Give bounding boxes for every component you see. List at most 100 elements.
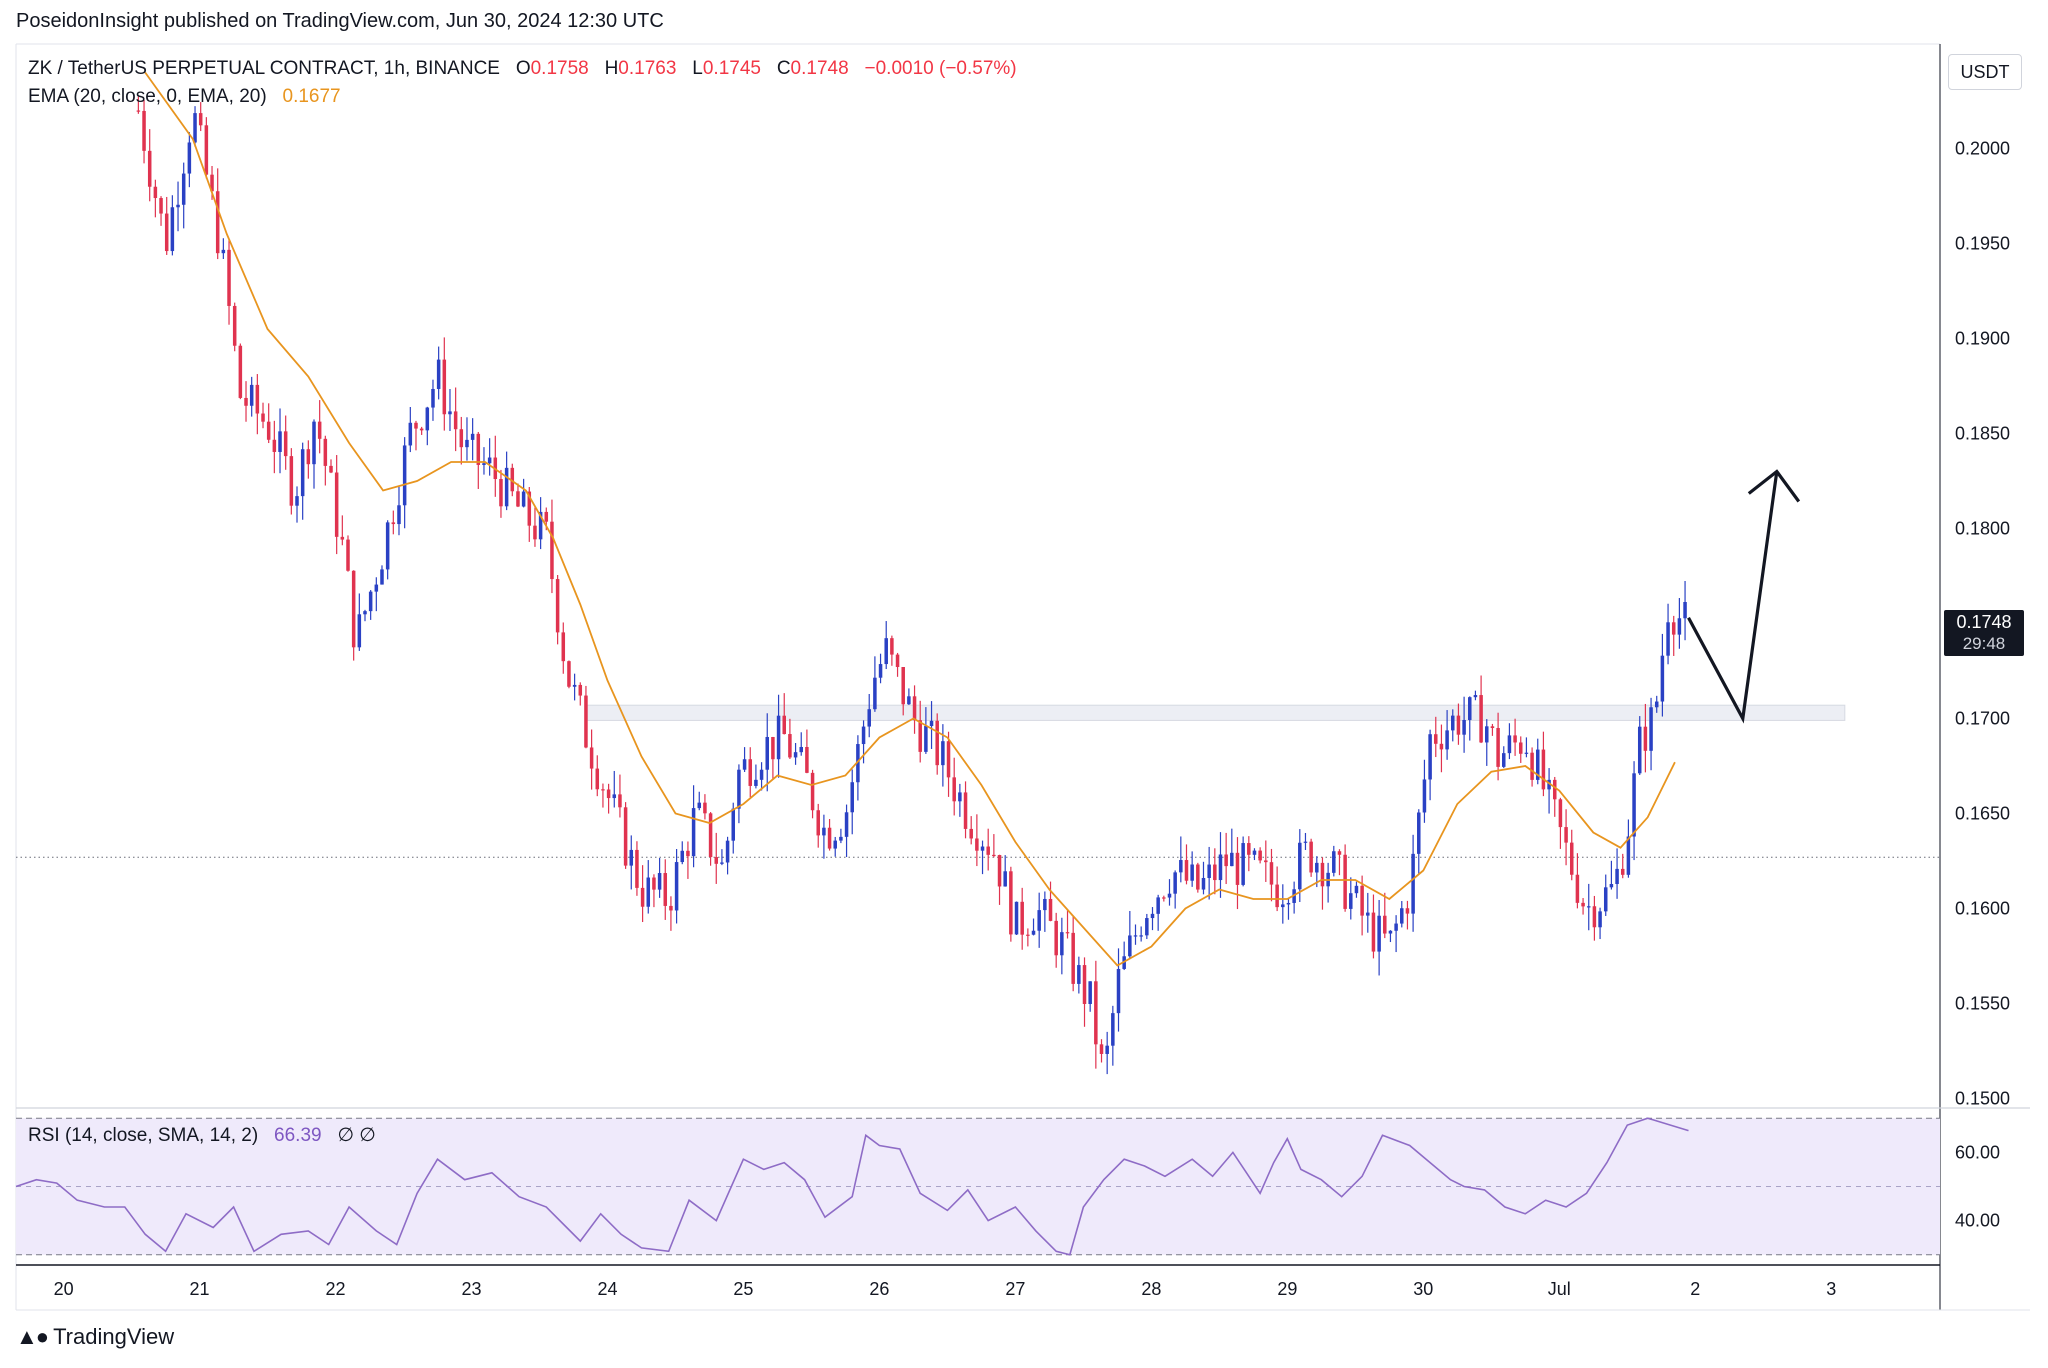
time-axis-label: 26 — [869, 1279, 889, 1299]
candle-body — [663, 873, 668, 906]
candle-body — [385, 522, 390, 570]
candle-body — [691, 808, 696, 857]
candle-body — [584, 695, 588, 748]
candle — [493, 435, 498, 497]
candle — [538, 497, 543, 550]
candle-body — [1201, 877, 1206, 890]
candle — [1071, 916, 1075, 992]
rsi-label[interactable]: RSI (14, close, SMA, 14, 2) — [28, 1125, 259, 1146]
candle-body — [1366, 912, 1370, 916]
candle-body — [1309, 841, 1313, 873]
candle-body — [720, 862, 724, 864]
candle-body — [907, 696, 911, 705]
candle — [1298, 829, 1302, 903]
symbol-name[interactable]: ZK / TetherUS PERPETUAL CONTRACT, 1h, BI… — [28, 58, 500, 79]
last-price-tag: 0.1748 29:48 — [1944, 610, 2024, 656]
candle — [170, 195, 175, 256]
candle-body — [159, 198, 163, 214]
candle — [1502, 746, 1506, 769]
candle — [1422, 759, 1427, 823]
price-axis-label: 0.1800 — [1955, 519, 2010, 539]
candle — [278, 408, 282, 474]
candle-body — [1518, 742, 1523, 754]
candle-body — [742, 759, 747, 770]
candle-body — [946, 741, 951, 778]
candle-body — [759, 769, 764, 780]
candle — [1230, 828, 1234, 867]
candle — [635, 841, 639, 896]
candle — [368, 590, 373, 620]
candle — [1417, 809, 1421, 876]
symbol-legend[interactable]: ZK / TetherUS PERPETUAL CONTRACT, 1h, BI… — [28, 58, 1017, 80]
candle — [969, 816, 973, 845]
candle-body — [1003, 871, 1007, 887]
candle — [1309, 838, 1313, 877]
candle — [663, 859, 668, 920]
currency-button[interactable]: USDT — [1948, 54, 2022, 90]
candle-body — [334, 472, 339, 537]
time-axis-label: 30 — [1413, 1279, 1433, 1299]
candle — [419, 426, 424, 435]
candle-body — [238, 345, 243, 398]
candle — [555, 575, 560, 645]
candle — [193, 106, 197, 147]
candle-body — [1451, 715, 1455, 731]
candle — [1586, 883, 1591, 931]
candle-body — [402, 445, 407, 506]
candle-body — [482, 463, 486, 465]
candle-body — [1547, 779, 1551, 790]
candle — [867, 694, 871, 738]
candle-body — [504, 467, 509, 507]
candle — [1383, 892, 1387, 939]
candle — [1088, 981, 1092, 1012]
candle — [1581, 898, 1585, 915]
ema-legend[interactable]: EMA (20, close, 0, EMA, 20) 0.1677 — [28, 86, 341, 108]
candle-body — [1303, 841, 1308, 843]
candle-body — [170, 207, 175, 252]
candle — [504, 451, 509, 511]
candle — [436, 346, 441, 400]
candle-body — [912, 696, 917, 721]
candle-body — [544, 511, 549, 522]
candle — [391, 510, 396, 535]
candle-body — [1020, 901, 1024, 935]
candle — [839, 828, 843, 844]
candle-body — [986, 846, 990, 855]
candle-body — [1581, 902, 1585, 907]
candle — [465, 417, 469, 461]
candle-body — [1320, 862, 1325, 887]
rsi-legend[interactable]: RSI (14, close, SMA, 14, 2) 66.39 ∅ ∅ — [28, 1124, 376, 1147]
candle-body — [1173, 872, 1177, 894]
candle — [1286, 897, 1291, 920]
candle — [272, 420, 277, 474]
candle-body — [215, 191, 220, 254]
candle — [550, 499, 554, 594]
candle — [1637, 716, 1642, 775]
candle — [646, 860, 651, 914]
price-pane[interactable] — [16, 71, 1940, 1075]
candle — [1065, 910, 1070, 939]
candle — [771, 736, 775, 781]
candle-body — [754, 779, 758, 786]
grid-frame — [15, 43, 2030, 1311]
candle — [215, 168, 220, 260]
candle — [1626, 819, 1631, 878]
candle — [720, 849, 724, 866]
time-axis-label: 25 — [733, 1279, 753, 1299]
candle-body — [1048, 898, 1053, 921]
candle-body — [1014, 901, 1019, 935]
candle-body — [1473, 695, 1478, 698]
candle — [323, 435, 328, 486]
tradingview-logo[interactable]: ▲● TradingView — [16, 1324, 174, 1350]
candle-body — [1156, 897, 1160, 914]
projection-arrowhead — [1747, 469, 1801, 503]
ema-label[interactable]: EMA (20, close, 0, EMA, 20) — [28, 86, 267, 107]
candle-body — [448, 411, 452, 415]
rsi-pane[interactable] — [15, 1117, 1940, 1256]
candle-body — [1207, 864, 1211, 878]
candle-body — [1247, 843, 1251, 855]
candle — [844, 804, 849, 858]
candle-body — [1490, 726, 1495, 729]
candle — [1456, 703, 1461, 745]
